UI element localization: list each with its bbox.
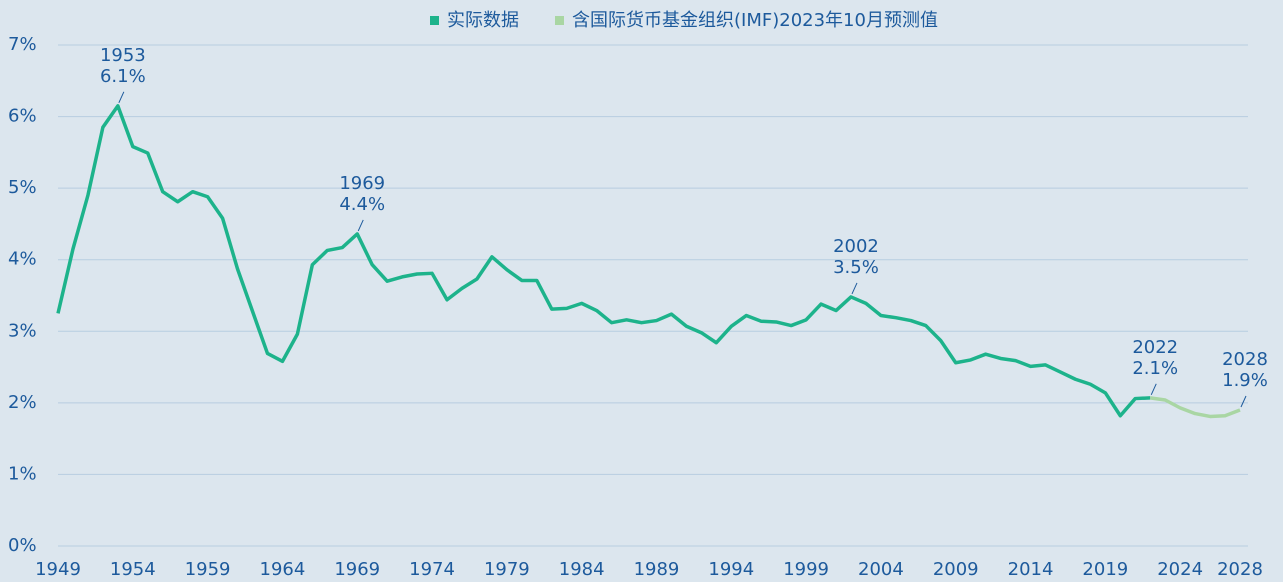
series-line: [1149, 396, 1241, 419]
x-tick-label: 1954: [110, 559, 156, 580]
y-tick-label: 0%: [8, 535, 37, 556]
x-tick-label: 1994: [708, 559, 754, 580]
y-tick-label: 5%: [8, 177, 37, 198]
x-tick-label: 1964: [260, 559, 306, 580]
x-tick-label: 1959: [185, 559, 231, 580]
x-tick-label: 2014: [1008, 559, 1054, 580]
annotation-leader: [1150, 383, 1157, 396]
legend-label: 含国际货币基金组织(IMF)2023年10月预测值: [572, 10, 938, 31]
annotation-text: 1953: [100, 45, 146, 66]
x-tick-label: 1969: [334, 559, 380, 580]
x-tick-label: 2019: [1082, 559, 1128, 580]
annotation-text: 1.9%: [1222, 370, 1268, 391]
legend-label: 实际数据: [447, 10, 519, 31]
annotation-text: 2022: [1132, 337, 1178, 358]
annotation-leader: [1240, 395, 1247, 408]
y-tick-label: 6%: [8, 106, 37, 127]
annotation-leader: [851, 282, 858, 295]
x-tick-label: 1979: [484, 559, 530, 580]
y-tick-label: 1%: [8, 463, 37, 484]
x-tick-label: 2024: [1157, 559, 1203, 580]
annotation-text: 2002: [833, 236, 879, 257]
annotation-leader: [357, 219, 364, 232]
y-tick-label: 3%: [8, 320, 37, 341]
x-tick-label: 1949: [35, 559, 81, 580]
y-tick-label: 7%: [8, 34, 37, 55]
annotation-text: 1969: [339, 173, 385, 194]
annotation-text: 2.1%: [1132, 358, 1178, 379]
legend-swatch: [555, 16, 564, 25]
legend-swatch: [430, 16, 439, 25]
x-tick-label: 1989: [634, 559, 680, 580]
annotation-text: 3.5%: [833, 257, 879, 278]
annotation-text: 4.4%: [339, 194, 385, 215]
x-tick-label: 2004: [858, 559, 904, 580]
series-line: [56, 104, 1151, 418]
annotation-text: 6.1%: [100, 66, 146, 87]
x-tick-label: 1984: [559, 559, 605, 580]
x-tick-label: 1999: [783, 559, 829, 580]
y-tick-label: 4%: [8, 249, 37, 270]
legend: 实际数据 含国际货币基金组织(IMF)2023年10月预测值: [430, 10, 938, 31]
x-tick-label: 2028: [1217, 559, 1263, 580]
y-tick-label: 2%: [8, 392, 37, 413]
annotation-text: 2028: [1222, 349, 1268, 370]
x-tick-label: 1974: [409, 559, 455, 580]
annotation-leader: [118, 91, 125, 104]
x-tick-label: 2009: [933, 559, 979, 580]
